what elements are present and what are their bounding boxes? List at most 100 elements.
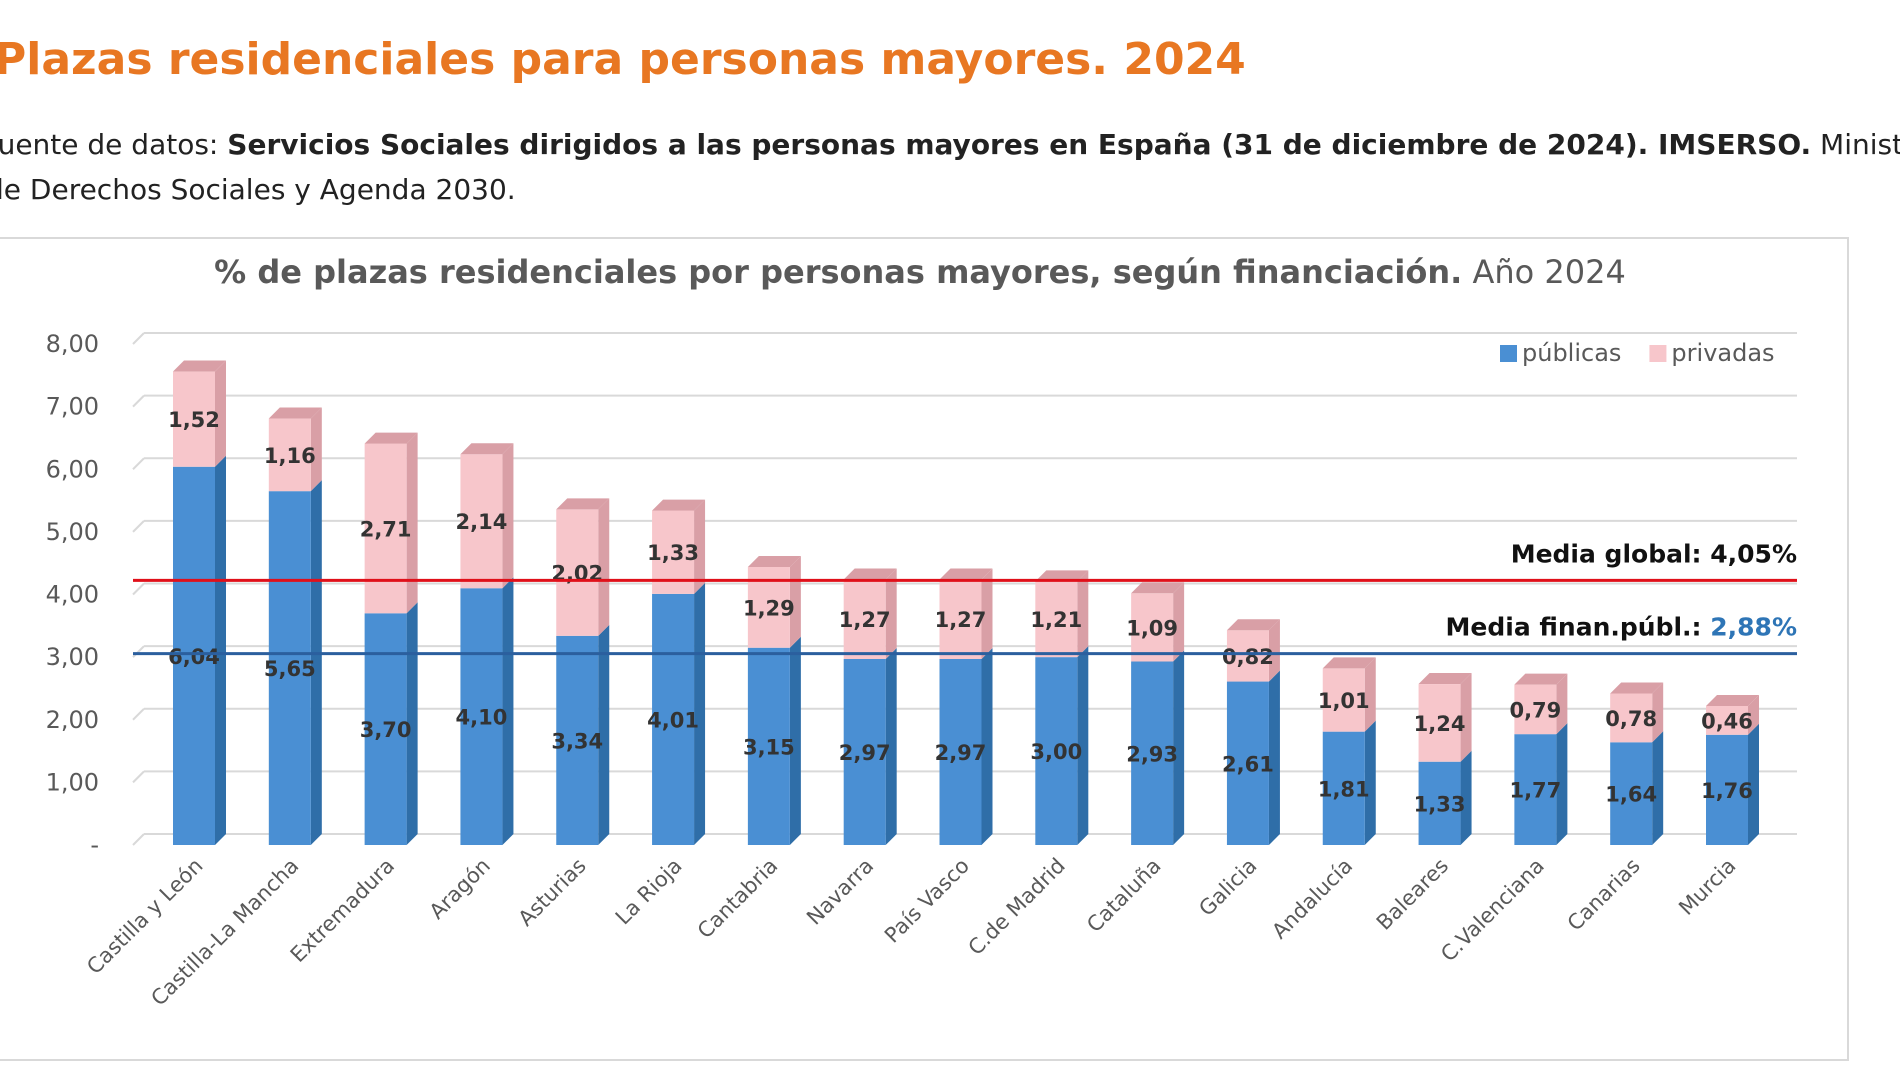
bar-segment (1322, 668, 1365, 732)
bar-side (406, 432, 418, 614)
bar-side (981, 648, 993, 845)
bar-segment (1514, 734, 1557, 845)
bar-side (1460, 673, 1472, 762)
bar-top (1610, 682, 1664, 694)
bar-side (789, 636, 801, 845)
bar-top (460, 443, 514, 455)
x-tick-label: País Vasco (880, 854, 974, 948)
grid-line-depth (132, 582, 145, 596)
bar-side (885, 568, 897, 660)
value-label: 4,10 (456, 706, 508, 730)
x-tick-label: Cataluña (1082, 854, 1165, 937)
x-tick-label: C.de Madrid (964, 854, 1070, 960)
bar-top (1322, 657, 1376, 669)
bar-side (1748, 694, 1759, 735)
value-labels: 6,04 1,52 5,65 1,16 3,70 2,71 4,10 2,14 3,34 2,02… (168, 408, 1753, 816)
reference-name: Media global: (1511, 539, 1702, 568)
value-label: 3,15 (743, 735, 795, 759)
bar-segment (1610, 742, 1653, 845)
bar-segment (1514, 684, 1557, 735)
bar-side (215, 360, 226, 467)
value-label: 2,71 (360, 517, 412, 541)
value-label: 1,33 (647, 541, 699, 565)
value-label: 2,02 (551, 562, 603, 586)
bar-segment (1706, 734, 1748, 845)
bar-segment (556, 635, 599, 845)
bar-side (1364, 720, 1376, 845)
bar-side (1077, 646, 1089, 845)
bar-top (1706, 694, 1759, 706)
grid-line-depth (132, 770, 145, 784)
y-tick-label: 3,00 (46, 643, 99, 671)
bar-segment (268, 491, 311, 845)
x-tick-label: La Rioja (611, 854, 687, 930)
x-tick-label: Navarra (802, 854, 878, 930)
value-label: 1,76 (1701, 779, 1753, 803)
y-tick-label: 5,00 (46, 518, 99, 546)
bar-top (1418, 673, 1472, 685)
y-tick-label: 2,00 (46, 706, 99, 734)
value-label: 1,09 (1126, 616, 1178, 640)
source-label: Fuente de datos: (0, 128, 219, 161)
source-line: Fuente de datos: Servicios Sociales diri… (0, 128, 1900, 161)
bar-side (1077, 570, 1089, 658)
grid-line-depth (132, 833, 145, 846)
x-tick-label: Asturias (514, 854, 591, 931)
bar-segment (1418, 684, 1461, 762)
bar-segment (1035, 581, 1078, 658)
chart-frame (0, 237, 1849, 1061)
legend-swatch (1649, 345, 1667, 362)
value-label: 1,16 (264, 444, 316, 468)
grid-line-depth (132, 645, 145, 658)
value-label: 3,34 (551, 729, 603, 753)
bar-top (1226, 619, 1280, 631)
bar-segment (173, 466, 215, 845)
bar-side (694, 582, 706, 845)
bar-top (939, 568, 993, 580)
reference-value: 2,88% (1710, 613, 1797, 642)
value-label: 3,70 (360, 718, 412, 742)
bar-segment (1131, 593, 1174, 662)
bar-side (598, 498, 610, 636)
value-label: 1,01 (1318, 689, 1370, 713)
value-label: 2,93 (1126, 742, 1178, 766)
bar-side (406, 602, 418, 845)
value-label: 3,00 (1030, 740, 1082, 764)
bar-side (1556, 673, 1568, 735)
bar-segment (1706, 705, 1748, 735)
bar-top (268, 407, 322, 419)
value-label: 1,21 (1030, 608, 1082, 632)
bar-side (1364, 657, 1376, 732)
bar-side (1556, 723, 1568, 845)
bar-segment (1418, 761, 1461, 845)
x-tick-label: Murcia (1674, 854, 1740, 920)
bar-segment (364, 443, 407, 614)
grid-line-depth (132, 520, 145, 533)
bar-top (652, 499, 706, 511)
value-label: 0,82 (1222, 645, 1274, 669)
value-label: 1,27 (839, 608, 891, 632)
bar-segment (1035, 657, 1078, 845)
value-label: 1,33 (1414, 792, 1466, 816)
value-label: 6,04 (168, 645, 220, 669)
y-tick-label: 1,00 (46, 768, 99, 796)
bar-top (173, 360, 226, 372)
x-tick-label: C.Valenciana (1436, 854, 1549, 967)
value-label: 0,46 (1701, 709, 1753, 733)
bar-segment (268, 418, 311, 492)
bar-segment (460, 588, 503, 845)
value-label: 2,61 (1222, 752, 1274, 776)
x-tick-label: Cantabria (693, 854, 783, 944)
value-label: 1,64 (1605, 783, 1657, 807)
x-tick-label: Galicia (1194, 854, 1261, 921)
source-line: de Derechos Sociales y Agenda 2030. (0, 173, 516, 206)
bar-side (598, 624, 610, 845)
bar-segment (747, 647, 790, 845)
bar-side (1748, 723, 1759, 845)
y-tick-label: 4,00 (46, 581, 99, 609)
value-label: 5,65 (264, 657, 316, 681)
value-label: 2,97 (839, 741, 891, 765)
bar-segment (1610, 693, 1653, 743)
reference-name: Media finan.públ.: (1446, 613, 1702, 642)
